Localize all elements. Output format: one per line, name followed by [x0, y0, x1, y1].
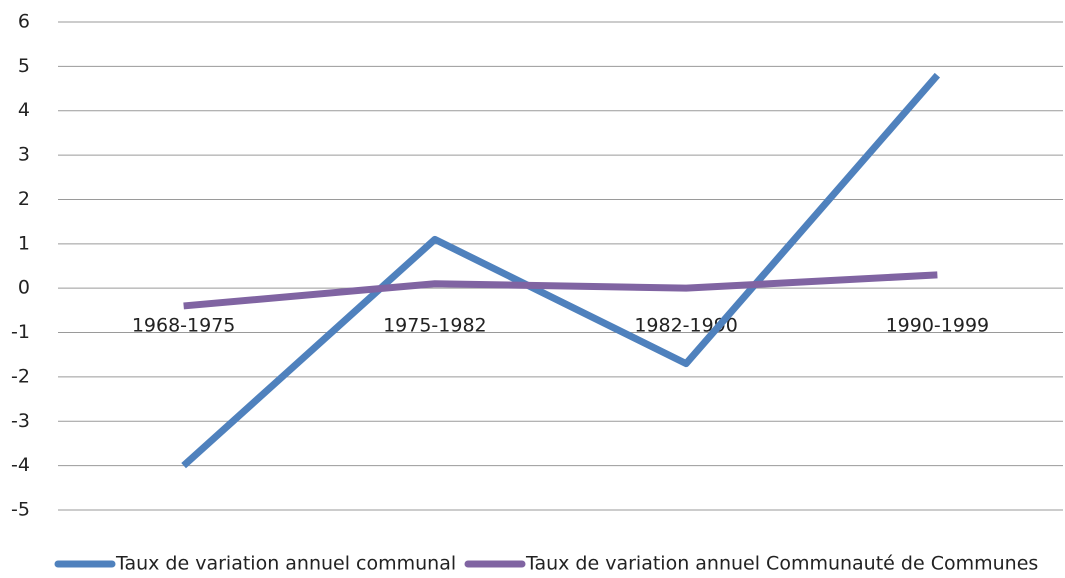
y-tick-label: 4 — [18, 99, 30, 121]
x-tick-label: 1990-1999 — [886, 315, 990, 337]
y-tick-label: 6 — [18, 11, 30, 33]
y-tick-label: 5 — [18, 55, 30, 77]
y-tick-label: -5 — [11, 499, 30, 521]
y-tick-label: 1 — [18, 232, 30, 254]
y-tick-label: 0 — [18, 277, 30, 299]
x-tick-label: 1968-1975 — [132, 315, 236, 337]
y-tick-label: -3 — [11, 410, 30, 432]
legend-label: Taux de variation annuel Communauté de C… — [525, 553, 1038, 575]
y-tick-label: 2 — [18, 188, 30, 210]
y-tick-label: -2 — [11, 365, 30, 387]
x-tick-label: 1975-1982 — [383, 315, 487, 337]
y-tick-label: -4 — [11, 454, 30, 476]
legend-label: Taux de variation annuel communal — [115, 553, 456, 575]
series-line — [181, 72, 941, 469]
y-tick-label: 3 — [18, 144, 30, 166]
series-line — [183, 271, 938, 310]
y-tick-label: -1 — [11, 321, 30, 343]
